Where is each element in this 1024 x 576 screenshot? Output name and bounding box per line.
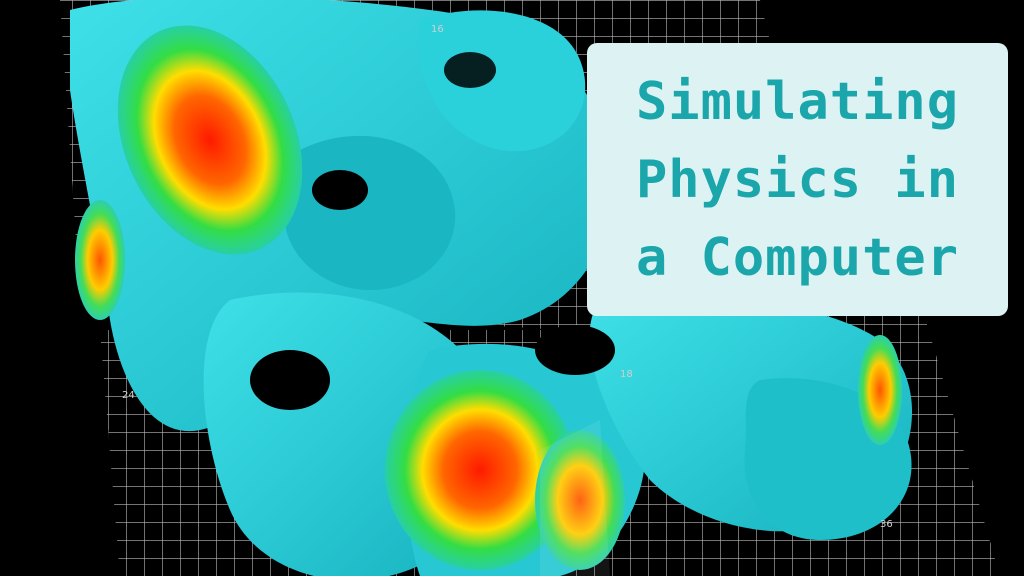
axis-tick-label: 18: [620, 369, 633, 380]
heat-regions: [75, 25, 902, 570]
axis-tick-label: 36: [880, 519, 893, 530]
title-line-1: Simulating: [635, 71, 960, 132]
title-card: Simulating Physics in a Computer: [587, 43, 1008, 316]
title-line-3: a Computer: [635, 227, 960, 288]
title-line-2: Physics in: [635, 149, 960, 210]
axis-tick-label: 16: [431, 24, 444, 35]
axis-tick-label: 24: [122, 390, 135, 401]
